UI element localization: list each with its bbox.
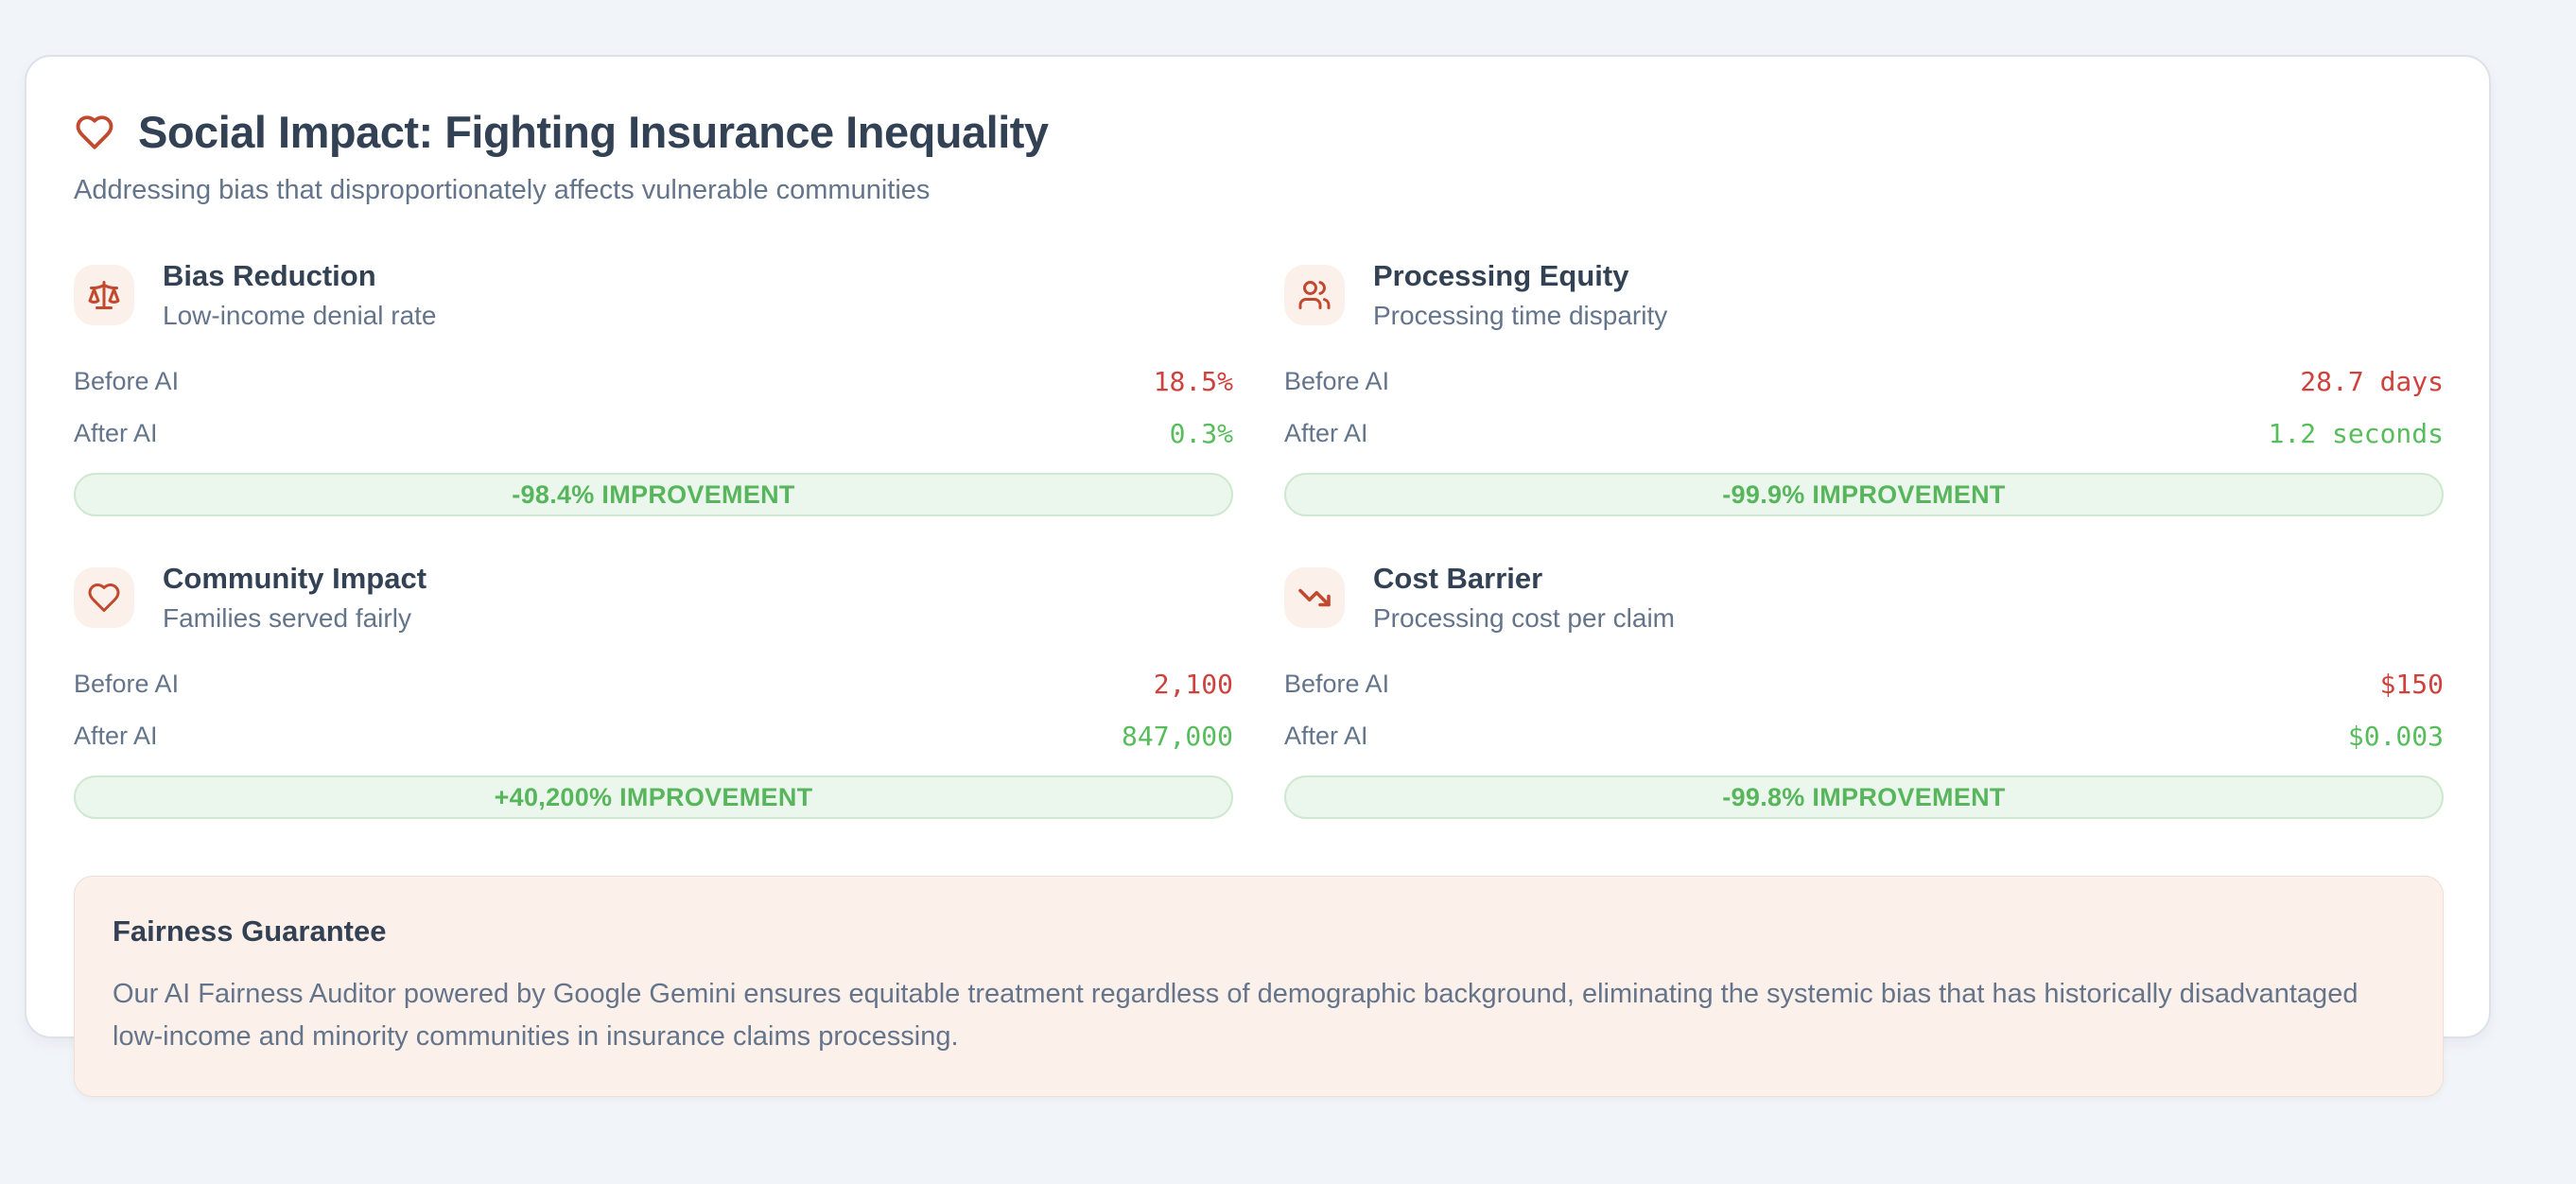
metric-title: Cost Barrier xyxy=(1373,562,1543,595)
scales-icon xyxy=(74,265,134,325)
before-ai-label: Before AI xyxy=(1284,367,1390,395)
metric-header: Community Impact Families served fairly xyxy=(74,562,1233,634)
after-ai-value: $0.003 xyxy=(2347,721,2444,752)
before-ai-value: $150 xyxy=(2379,669,2444,700)
after-ai-row: After AI 847,000 xyxy=(74,710,1233,762)
social-impact-card: Social Impact: Fighting Insurance Inequa… xyxy=(25,55,2491,1097)
before-ai-label: Before AI xyxy=(74,670,180,698)
metric-community-impact: Community Impact Families served fairly … xyxy=(74,562,1233,819)
heart-icon xyxy=(76,114,113,149)
before-ai-row: Before AI $150 xyxy=(1284,658,2444,710)
improvement-badge: +40,200% IMPROVEMENT xyxy=(74,775,1233,819)
improvement-badge: -98.4% IMPROVEMENT xyxy=(74,473,1233,516)
fairness-title: Fairness Guarantee xyxy=(113,914,387,948)
metric-cost-barrier: Cost Barrier Processing cost per claim B… xyxy=(1284,562,2444,819)
page-header: Social Impact: Fighting Insurance Inequa… xyxy=(74,106,2444,158)
page-subtitle: Addressing bias that disproportionately … xyxy=(74,175,931,205)
metric-processing-equity: Processing Equity Processing time dispar… xyxy=(1284,259,2444,516)
before-ai-value: 2,100 xyxy=(1153,669,1233,700)
before-ai-label: Before AI xyxy=(74,367,180,395)
after-ai-label: After AI xyxy=(1284,419,1368,447)
metric-header: Processing Equity Processing time dispar… xyxy=(1284,259,2444,331)
improvement-badge: -99.9% IMPROVEMENT xyxy=(1284,473,2444,516)
page-title: Social Impact: Fighting Insurance Inequa… xyxy=(138,107,1049,157)
metric-header: Cost Barrier Processing cost per claim xyxy=(1284,562,2444,634)
before-ai-row: Before AI 28.7 days xyxy=(1284,356,2444,408)
metric-subtitle: Families served fairly xyxy=(163,603,411,633)
fairness-body: Our AI Fairness Auditor powered by Googl… xyxy=(113,979,2358,1052)
metric-title: Community Impact xyxy=(163,562,427,595)
metric-bias-reduction: Bias Reduction Low-income denial rate Be… xyxy=(74,259,1233,516)
before-ai-label: Before AI xyxy=(1284,670,1390,698)
metric-subtitle: Processing cost per claim xyxy=(1373,603,1676,633)
before-ai-row: Before AI 18.5% xyxy=(74,356,1233,408)
metrics-grid: Bias Reduction Low-income denial rate Be… xyxy=(74,259,2444,819)
trending-down-icon xyxy=(1284,567,1345,628)
metric-header: Bias Reduction Low-income denial rate xyxy=(74,259,1233,331)
after-ai-value: 847,000 xyxy=(1121,721,1233,752)
metric-subtitle: Low-income denial rate xyxy=(163,301,437,330)
before-ai-value: 28.7 days xyxy=(2300,366,2444,397)
after-ai-label: After AI xyxy=(74,419,158,447)
before-ai-row: Before AI 2,100 xyxy=(74,658,1233,710)
after-ai-value: 0.3% xyxy=(1169,418,1233,449)
improvement-badge: -99.8% IMPROVEMENT xyxy=(1284,775,2444,819)
before-ai-value: 18.5% xyxy=(1153,366,1233,397)
after-ai-row: After AI $0.003 xyxy=(1284,710,2444,762)
users-icon xyxy=(1284,265,1345,325)
fairness-guarantee-panel: Fairness Guarantee Our AI Fairness Audit… xyxy=(74,876,2444,1097)
metric-subtitle: Processing time disparity xyxy=(1373,301,1668,330)
after-ai-row: After AI 0.3% xyxy=(74,408,1233,460)
heart-icon xyxy=(74,567,134,628)
after-ai-value: 1.2 seconds xyxy=(2268,418,2444,449)
metric-title: Processing Equity xyxy=(1373,259,1629,292)
metric-title: Bias Reduction xyxy=(163,259,376,292)
after-ai-row: After AI 1.2 seconds xyxy=(1284,408,2444,460)
after-ai-label: After AI xyxy=(74,722,158,750)
after-ai-label: After AI xyxy=(1284,722,1368,750)
